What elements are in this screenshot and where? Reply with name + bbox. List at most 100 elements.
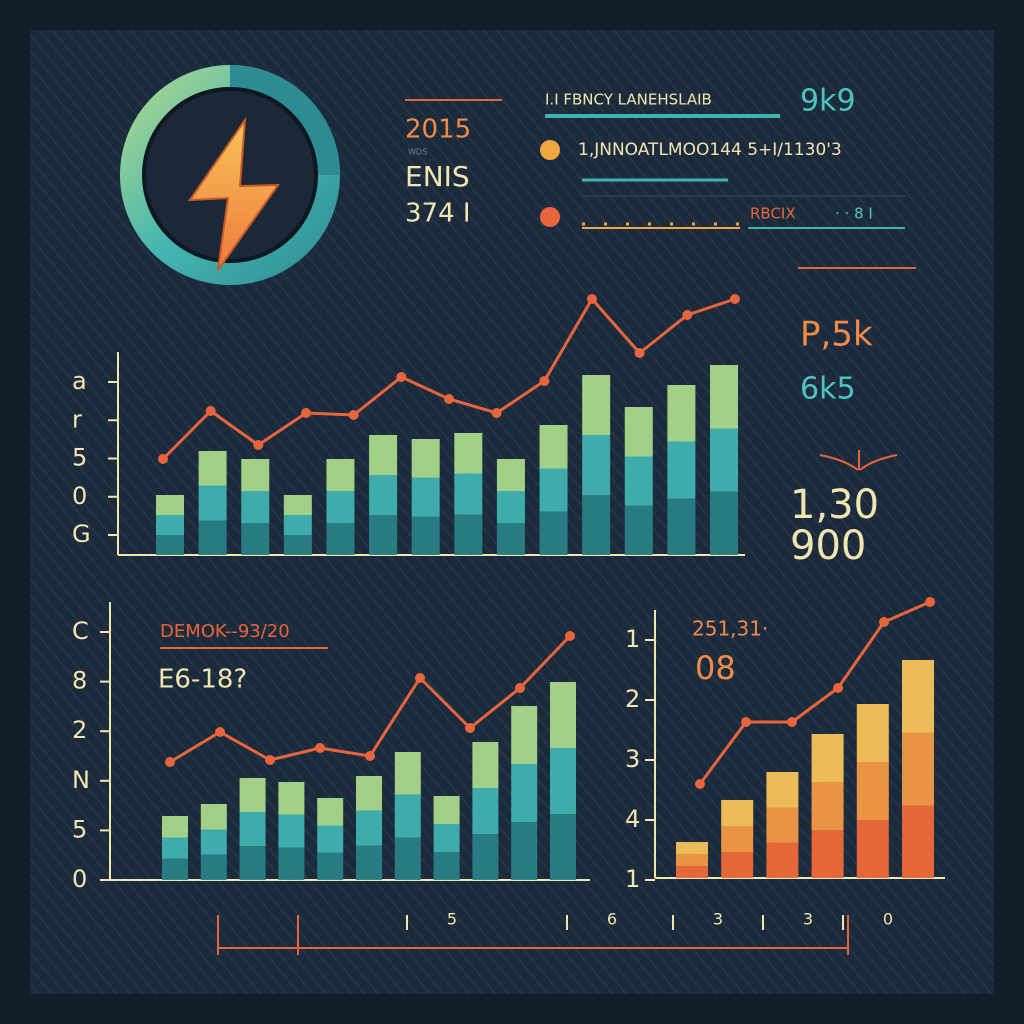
bar: [624, 407, 653, 555]
bar: [766, 772, 799, 878]
y-tick-label: 2: [625, 685, 640, 713]
bar: [411, 439, 440, 555]
trend-point: [205, 406, 216, 416]
gauge: [120, 65, 340, 285]
bar: [472, 742, 499, 880]
timeline-label: 3: [713, 910, 723, 929]
bar: [811, 734, 844, 878]
chart: 1 2 3 4 1 251,31· 08: [625, 597, 945, 893]
bar: [162, 816, 188, 880]
trend-point: [539, 376, 550, 386]
y-tick-label: 3: [625, 745, 640, 773]
bar: [200, 804, 227, 880]
bar: [356, 776, 382, 880]
bar: [156, 495, 184, 555]
trend-point: [587, 294, 597, 304]
trend-point: [348, 410, 359, 420]
chart-value: E6-18?: [158, 665, 247, 695]
legend-dot: [540, 207, 560, 227]
legend-dot: [540, 140, 560, 160]
y-tick-label: 1: [625, 865, 640, 893]
bar: [710, 365, 738, 555]
y-tick-label: a: [72, 367, 87, 395]
trend-point: [465, 723, 475, 733]
y-tick-label: 0: [72, 865, 87, 893]
bar: [511, 706, 538, 880]
trend-point: [833, 683, 843, 693]
side-value: 6k5: [800, 372, 856, 407]
trend-point: [682, 310, 693, 320]
bar: [550, 682, 576, 880]
trend-point: [741, 717, 751, 727]
y-tick-label: 2: [72, 716, 87, 744]
trend-point: [301, 408, 311, 418]
bar: [676, 842, 708, 878]
bar: [326, 459, 355, 555]
side-value: P,5k: [800, 315, 873, 355]
trend-point: [491, 408, 502, 418]
code: 374 I: [405, 199, 471, 229]
bar: [283, 495, 312, 555]
side-big: 900: [790, 523, 866, 569]
trend-point: [925, 597, 935, 607]
y-tick-label: 5: [72, 815, 87, 843]
trend-point: [515, 683, 525, 693]
year: 2015: [405, 115, 471, 145]
timeline-label: 5: [447, 910, 457, 929]
y-tick-label: 5: [72, 444, 87, 472]
trend-point: [396, 372, 407, 382]
bar: [496, 459, 525, 555]
bar: [856, 704, 889, 878]
legend-title: I.I FBNCY LANEHSLAIB: [545, 91, 712, 109]
trend-point: [165, 757, 175, 767]
bar: [667, 385, 696, 555]
y-tick-label: 1: [625, 625, 640, 653]
bar: [394, 752, 421, 880]
legend-row: 1,JNNOATLMOO144 5+I/1130'3: [578, 140, 842, 160]
bar: [198, 451, 227, 555]
bar: [582, 375, 611, 555]
gauge-inner-rim: [142, 87, 318, 263]
y-tick-label: C: [72, 617, 89, 645]
y-tick-label: 4: [625, 805, 640, 833]
side-big: 1,30: [790, 482, 879, 528]
bolt-icon: [188, 116, 280, 271]
timeline-label: 6: [607, 910, 617, 929]
trend-point: [158, 454, 168, 464]
bar: [902, 660, 934, 878]
chart: C 8 2 N 5 0 DEMOK--93/20 E6-18?: [72, 602, 590, 893]
trend-point: [444, 394, 454, 404]
y-tick-label: r: [72, 405, 82, 433]
trend-point: [787, 717, 797, 727]
bar: [539, 425, 568, 555]
bar: [239, 778, 266, 880]
y-tick-label: N: [72, 766, 90, 794]
bar: [278, 782, 305, 880]
bar: [241, 459, 270, 555]
trend-point: [879, 617, 889, 627]
trend-point: [730, 294, 740, 304]
legend-value: · · 8 I: [835, 205, 873, 223]
chart-value: 08: [695, 649, 736, 687]
chart: ar 5 0 G: [72, 294, 745, 556]
small-label: WDS: [408, 148, 427, 157]
trend-point: [265, 755, 275, 765]
bar: [721, 800, 754, 878]
legend-value: 9k9: [800, 84, 856, 119]
trend-point: [565, 631, 575, 641]
timeline: [217, 915, 849, 955]
bar: [454, 433, 483, 555]
y-tick-label: G: [72, 520, 91, 548]
chart-label: DEMOK--93/20: [160, 621, 290, 642]
trend-point: [695, 779, 705, 789]
trend-point: [253, 440, 264, 450]
trend-point: [365, 751, 375, 761]
name: ENIS: [405, 160, 470, 193]
ornament: [819, 450, 898, 471]
bar: [369, 435, 398, 555]
timeline-label: 0: [883, 910, 893, 929]
y-tick-label: 0: [72, 482, 87, 510]
chart-label: 251,31·: [692, 617, 768, 641]
legend-label: RBCIX: [750, 205, 796, 223]
